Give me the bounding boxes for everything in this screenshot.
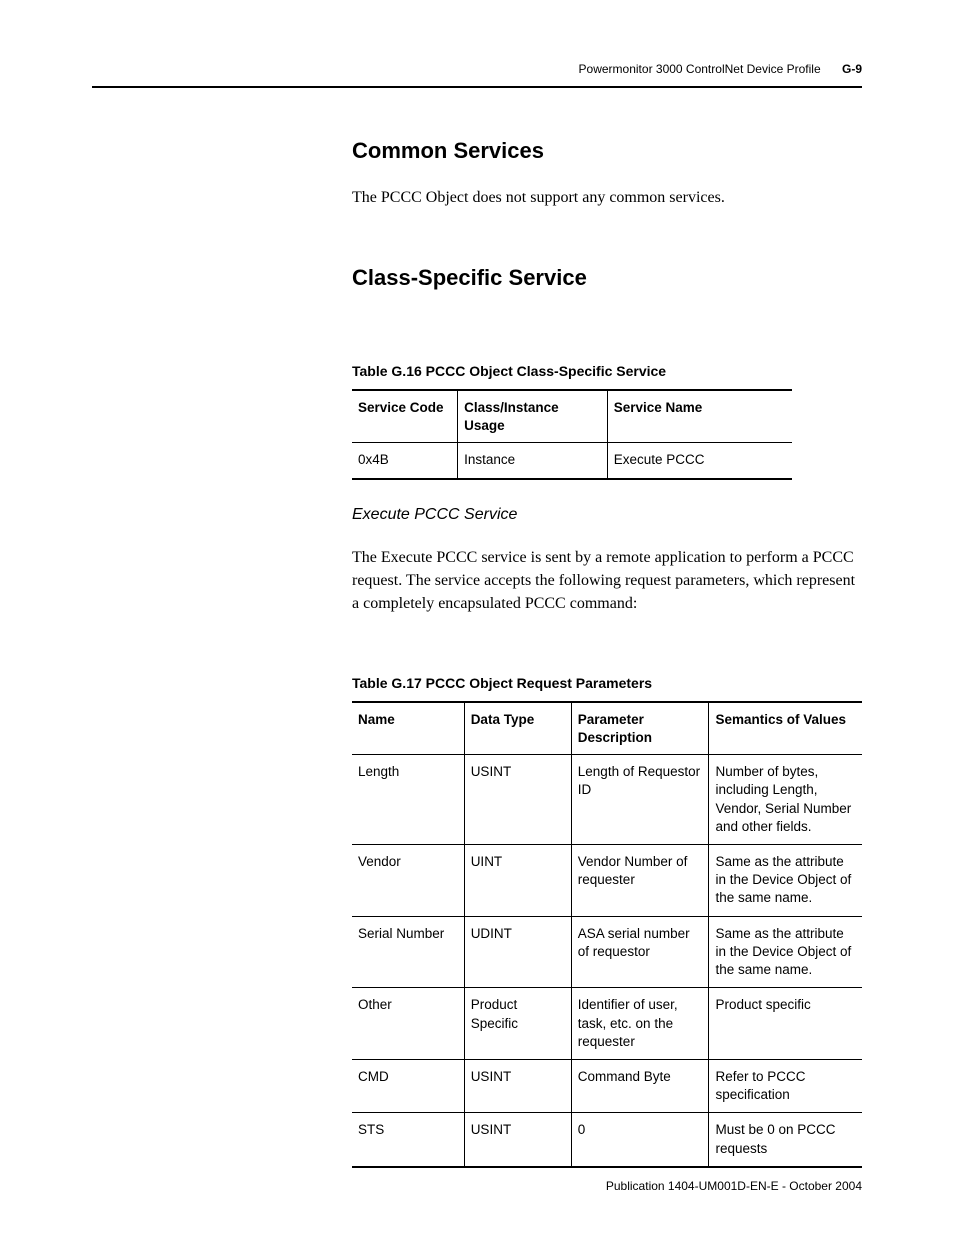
cell: Refer to PCCC specification (709, 1060, 862, 1113)
content-column: Common Services The PCCC Object does not… (352, 138, 862, 1168)
cell: Length (352, 755, 464, 845)
cell: USINT (464, 1113, 571, 1167)
cell: Vendor (352, 845, 464, 917)
cell: USINT (464, 1060, 571, 1113)
th-name: Name (352, 702, 464, 755)
cell: Same as the attribute in the Device Obje… (709, 916, 862, 988)
th-service-code: Service Code (352, 390, 458, 443)
heading-class-specific: Class-Specific Service (352, 265, 862, 291)
table-row: VendorUINTVendor Number of requesterSame… (352, 845, 862, 917)
heading-common-services: Common Services (352, 138, 862, 164)
th-data-type: Data Type (464, 702, 571, 755)
cell: Product specific (709, 988, 862, 1060)
table-row: CMDUSINTCommand ByteRefer to PCCC specif… (352, 1060, 862, 1113)
doc-title: Powermonitor 3000 ControlNet Device Prof… (579, 62, 821, 76)
cell: UINT (464, 845, 571, 917)
cell: Same as the attribute in the Device Obje… (709, 845, 862, 917)
cell: ASA serial number of requestor (571, 916, 709, 988)
table2-caption: Table G.17 PCCC Object Request Parameter… (352, 675, 862, 691)
table-row: Serial NumberUDINTASA serial number of r… (352, 916, 862, 988)
cell: Length of Requestor ID (571, 755, 709, 845)
footer-publication: Publication 1404-UM001D-EN-E - October 2… (606, 1179, 862, 1193)
subheading-execute-pccc: Execute PCCC Service (352, 506, 862, 524)
table-row: 0x4B Instance Execute PCCC (352, 443, 792, 479)
running-header: Powermonitor 3000 ControlNet Device Prof… (92, 62, 862, 88)
body-common-services: The PCCC Object does not support any com… (352, 186, 862, 209)
th-param-desc: Parameter Description (571, 702, 709, 755)
page: Powermonitor 3000 ControlNet Device Prof… (0, 0, 954, 1208)
table-header-row: Name Data Type Parameter Description Sem… (352, 702, 862, 755)
page-number: G-9 (842, 62, 862, 76)
table1-caption: Table G.16 PCCC Object Class-Specific Se… (352, 363, 862, 379)
cell: Identifier of user, task, etc. on the re… (571, 988, 709, 1060)
th-semantics: Semantics of Values (709, 702, 862, 755)
cell: Serial Number (352, 916, 464, 988)
body-execute-pccc: The Execute PCCC service is sent by a re… (352, 546, 862, 616)
cell: 0x4B (352, 443, 458, 479)
cell: 0 (571, 1113, 709, 1167)
cell: Execute PCCC (607, 443, 792, 479)
cell: Number of bytes, including Length, Vendo… (709, 755, 862, 845)
cell: Command Byte (571, 1060, 709, 1113)
cell: USINT (464, 755, 571, 845)
cell: CMD (352, 1060, 464, 1113)
cell: STS (352, 1113, 464, 1167)
cell: Vendor Number of requester (571, 845, 709, 917)
th-class-instance: Class/Instance Usage (458, 390, 608, 443)
table-class-specific-service: Service Code Class/Instance Usage Servic… (352, 389, 792, 479)
table-row: OtherProduct SpecificIdentifier of user,… (352, 988, 862, 1060)
cell: Must be 0 on PCCC requests (709, 1113, 862, 1167)
cell: Other (352, 988, 464, 1060)
table-header-row: Service Code Class/Instance Usage Servic… (352, 390, 792, 443)
cell: UDINT (464, 916, 571, 988)
table-row: LengthUSINTLength of Requestor IDNumber … (352, 755, 862, 845)
table-request-parameters: Name Data Type Parameter Description Sem… (352, 701, 862, 1168)
cell: Instance (458, 443, 608, 479)
cell: Product Specific (464, 988, 571, 1060)
table-row: STSUSINT0Must be 0 on PCCC requests (352, 1113, 862, 1167)
th-service-name: Service Name (607, 390, 792, 443)
